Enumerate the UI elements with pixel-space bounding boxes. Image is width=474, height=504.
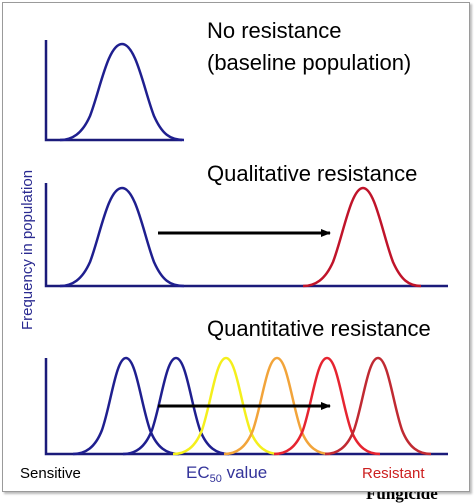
curve-quant-blue-1 (72, 356, 180, 456)
curve-baseline-blue (59, 42, 185, 142)
curve-quant-yellow (172, 356, 280, 456)
curve-sensitive-blue (59, 186, 185, 288)
panel-no-resistance: No resistance (baseline population) (44, 18, 411, 142)
ec-subscript: 50 (210, 473, 222, 485)
panel-qualitative-resistance: Qualitative resistance (44, 161, 448, 288)
curve-quant-dark-red (324, 356, 432, 456)
title-quantitative: Quantitative resistance (207, 316, 431, 341)
axis-qualitative (44, 183, 448, 288)
cropped-caption: Fungicide (366, 492, 470, 504)
title-no-resistance-line2: (baseline population) (207, 50, 411, 75)
x-label-ec50-value: EC50 value (186, 463, 267, 485)
curve-quant-orange (223, 356, 331, 456)
curve-quant-bright-red (273, 356, 381, 456)
panel-quantitative-resistance: Quantitative resistance (44, 316, 448, 456)
axis-quantitative (44, 358, 448, 456)
curve-quant-blue-2 (122, 356, 230, 456)
axis-no-resistance (44, 40, 182, 142)
x-label-sensitive: Sensitive (20, 465, 81, 482)
title-no-resistance-line1: No resistance (207, 18, 342, 43)
cropped-caption-text: Fungicide (366, 492, 438, 503)
x-label-resistant: Resistant (362, 465, 425, 482)
y-axis-label: Frequency in population (19, 170, 36, 330)
figure-frame (2, 2, 470, 492)
value-text: value (222, 463, 267, 482)
title-qualitative: Qualitative resistance (207, 161, 417, 186)
curve-resistant-red (302, 186, 422, 288)
ec-text: EC (186, 463, 210, 482)
